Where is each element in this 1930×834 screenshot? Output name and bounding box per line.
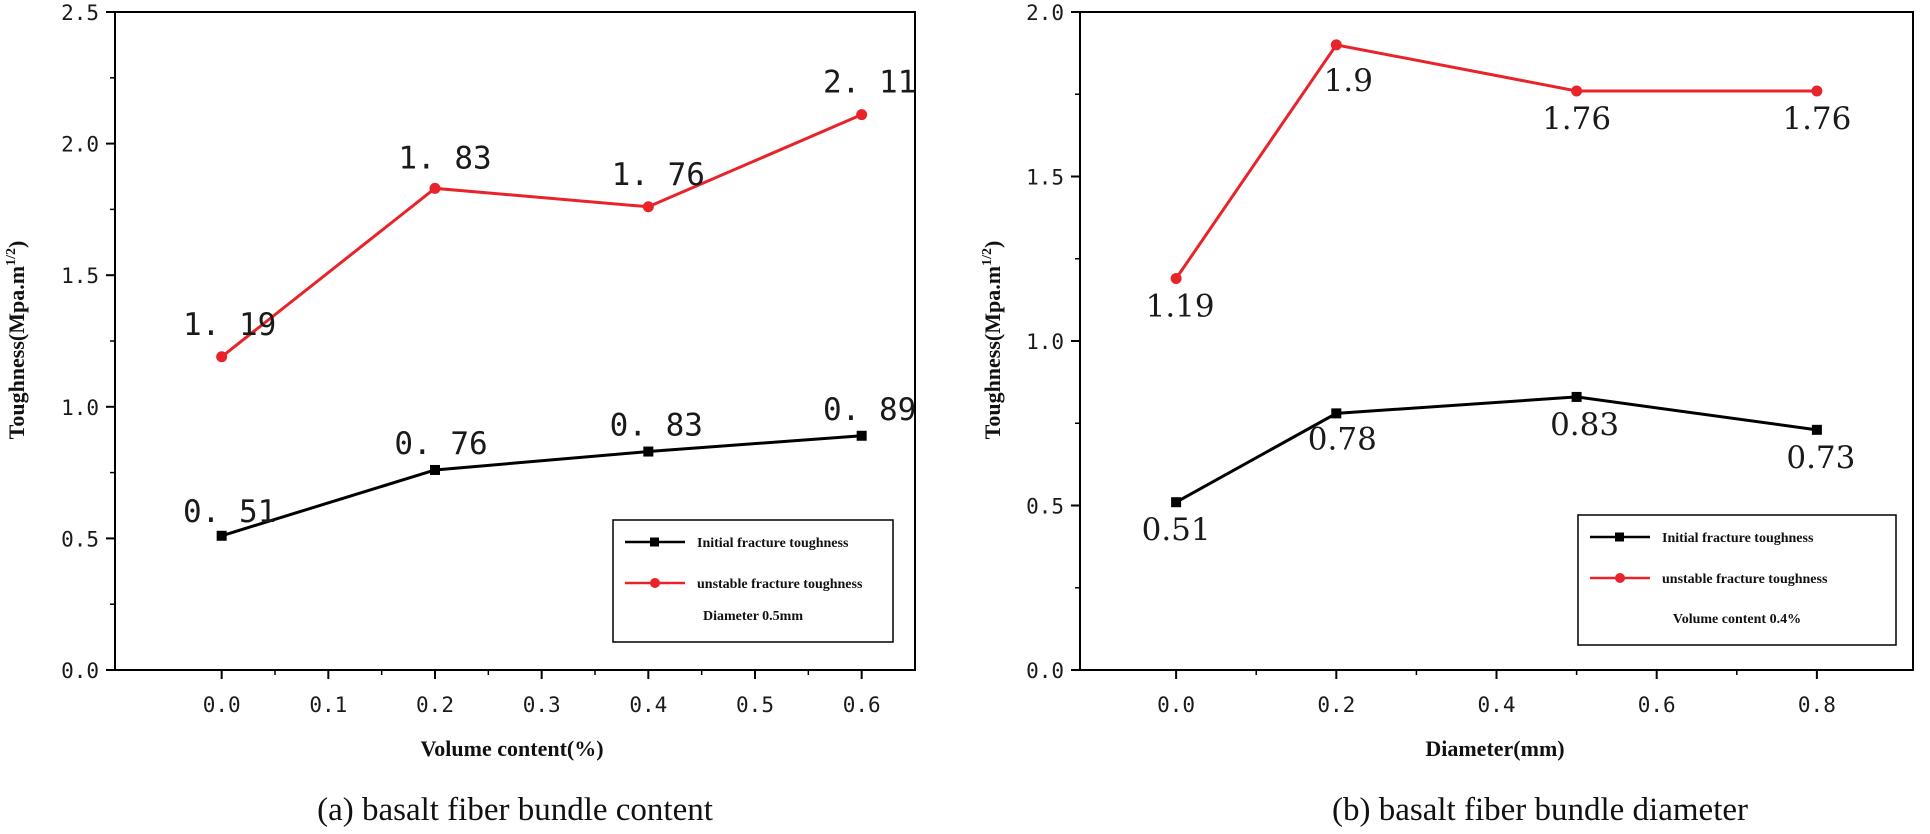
y-tick-label: 0.5 (1026, 495, 1064, 519)
data-label: 0. 83 (610, 408, 703, 444)
series-line-initial (221, 434, 862, 538)
data-point-unstable (642, 201, 654, 213)
x-axis-title: Diameter(mm) (1425, 736, 1564, 761)
data-label: 1.76 (1782, 101, 1851, 137)
y-tick-label: 2.0 (1026, 1, 1064, 25)
y-tick-label: 0.5 (61, 527, 99, 551)
data-label: 1. 83 (398, 140, 491, 176)
legend-entry: Initial fracture toughness (697, 536, 849, 551)
y-tick-label: 1.0 (1026, 330, 1064, 354)
x-tick-label: 0.8 (1798, 693, 1836, 717)
panel-caption: (a) basalt fiber bundle content (317, 792, 713, 828)
y-tick-label: 0.0 (61, 659, 99, 683)
data-label: 2. 11 (823, 65, 916, 101)
legend-entry: unstable fracture toughness (697, 577, 863, 592)
data-label: 0. 51 (183, 494, 276, 530)
x-tick-label: 0.1 (309, 693, 347, 717)
series-line-unstable (1174, 43, 1817, 280)
y-tick-label: 2.0 (61, 133, 99, 157)
data-label: 0. 89 (823, 392, 916, 428)
y-axis-title-main: Toughness(Mpa.m (980, 266, 1005, 439)
legend-box (612, 519, 894, 643)
series-line-initial (1175, 395, 1818, 504)
y-axis-title: Toughness(Mpa.m1/2) (4, 241, 29, 440)
data-label: 1. 76 (612, 157, 705, 193)
data-point-initial (643, 446, 654, 457)
series-line-unstable (220, 113, 863, 358)
legend-note: Diameter 0.5mm (703, 609, 803, 624)
y-axis-title-close-paren: ) (4, 241, 29, 248)
data-point-initial (216, 530, 227, 541)
x-tick-label: 0.4 (629, 693, 667, 717)
legend-entry: Initial fracture toughness (1662, 531, 1814, 546)
data-label: 1.19 (1146, 288, 1215, 324)
data-label: 1. 19 (183, 307, 276, 343)
x-tick-label: 0.4 (1478, 693, 1516, 717)
data-label: 0.83 (1550, 407, 1619, 443)
legend-entry: unstable fracture toughness (1662, 572, 1828, 587)
panel-caption: (b) basalt fiber bundle diameter (1332, 792, 1748, 828)
y-axis-title-superscript: 1/2 (980, 248, 995, 266)
data-point-unstable (856, 109, 868, 121)
y-tick-label: 2.5 (61, 1, 99, 25)
data-label: 1.76 (1542, 101, 1611, 137)
chart-panel-b: 0.0 0.2 0.4 0.6 0.8 0.0 0.5 1.0 1.5 2.0 0.51 0.78 0.… (980, 1, 1914, 828)
x-tick-label: 0.0 (203, 693, 241, 717)
data-label: 0.78 (1308, 421, 1377, 457)
data-label: 0. 76 (394, 426, 487, 462)
y-axis-title-main: Toughness(Mpa.m (4, 266, 29, 439)
data-point-initial (430, 464, 440, 475)
y-tick-label: 1.5 (61, 264, 99, 288)
legend-marker-square (1615, 532, 1624, 542)
x-tick-label: 0.5 (736, 693, 774, 717)
data-point-unstable (1170, 272, 1182, 284)
legend-marker-circle (1615, 573, 1625, 583)
data-point-unstable (1811, 85, 1823, 97)
data-point-initial (1171, 497, 1182, 508)
legend-marker-square (650, 537, 659, 547)
y-tick-label: 0.0 (1026, 659, 1064, 683)
x-tick-label: 0.3 (523, 693, 561, 717)
data-point-initial (1331, 408, 1342, 419)
data-point-initial (1811, 424, 1822, 435)
x-axis-title: Volume content(%) (420, 736, 603, 761)
data-point-unstable (1571, 85, 1583, 97)
x-tick-label: 0.2 (1317, 693, 1355, 717)
data-label: 0.73 (1786, 440, 1855, 476)
x-tick-label: 0.2 (416, 693, 454, 717)
legend-marker-circle (650, 578, 660, 588)
data-point-unstable (429, 182, 441, 194)
data-label: 1.9 (1324, 63, 1373, 99)
x-tick-label: 0.6 (1638, 693, 1676, 717)
x-tick-label: 0.0 (1157, 693, 1195, 717)
data-point-unstable (1330, 39, 1342, 51)
data-point-unstable (216, 351, 228, 363)
chart-panel-a: 0.0 0.1 0.2 0.3 0.4 0.5 0.6 0.0 0.5 1.0 1.5 2.0 2.5 0… (4, 1, 916, 828)
data-point-initial (1571, 391, 1582, 402)
y-axis-title: Toughness(Mpa.m1/2) (980, 241, 1005, 440)
data-label: 0.51 (1142, 512, 1211, 548)
y-tick-label: 1.0 (61, 396, 99, 420)
y-axis-title-close-paren: ) (980, 241, 1005, 248)
y-axis-title-superscript: 1/2 (4, 248, 19, 266)
data-point-initial (856, 430, 867, 441)
legend-note: Volume content 0.4% (1673, 612, 1801, 627)
y-tick-label: 1.5 (1026, 166, 1064, 190)
x-tick-label: 0.6 (843, 693, 881, 717)
